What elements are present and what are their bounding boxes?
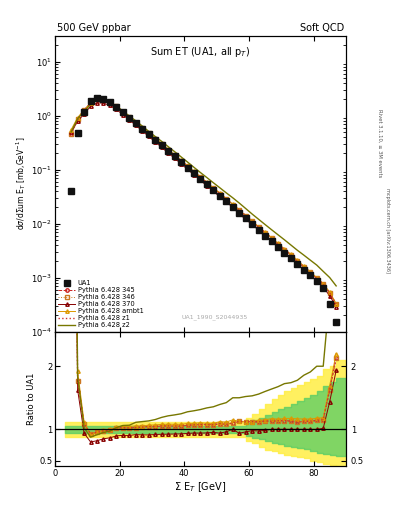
UA1: [134, 120, 138, 126]
UA1: [321, 285, 325, 291]
UA1: [108, 99, 112, 105]
UA1: [334, 319, 338, 325]
UA1: [250, 221, 255, 227]
UA1: [159, 142, 164, 148]
UA1: [211, 187, 216, 193]
UA1: [88, 98, 93, 104]
UA1: [269, 238, 274, 244]
UA1: [140, 125, 145, 132]
UA1: [179, 159, 184, 165]
UA1: [275, 244, 280, 250]
UA1: [308, 272, 313, 279]
UA1: [282, 249, 287, 255]
UA1: [69, 188, 73, 194]
Text: Sum ET (UA1, all p$_T$): Sum ET (UA1, all p$_T$): [150, 45, 251, 59]
UA1: [82, 109, 86, 115]
UA1: [295, 261, 300, 267]
Legend: UA1, Pythia 6.428 345, Pythia 6.428 346, Pythia 6.428 370, Pythia 6.428 ambt1, P: UA1, Pythia 6.428 345, Pythia 6.428 346,…: [57, 279, 145, 330]
Text: Rivet 3.1.10, ≥ 3M events: Rivet 3.1.10, ≥ 3M events: [377, 109, 382, 178]
Y-axis label: d$\sigma$/d$\Sigma$um E$_T$ [mb,GeV$^{-1}$]: d$\sigma$/d$\Sigma$um E$_T$ [mb,GeV$^{-1…: [15, 137, 28, 230]
UA1: [237, 209, 242, 216]
Text: Soft QCD: Soft QCD: [299, 23, 344, 33]
UA1: [263, 232, 267, 239]
UA1: [166, 148, 171, 154]
Text: 500 GeV ppbar: 500 GeV ppbar: [57, 23, 130, 33]
UA1: [101, 96, 106, 102]
Y-axis label: Ratio to UA1: Ratio to UA1: [28, 373, 36, 425]
UA1: [243, 215, 248, 221]
UA1: [185, 165, 190, 171]
UA1: [146, 131, 151, 137]
X-axis label: $\Sigma$ E$_T$ [GeV]: $\Sigma$ E$_T$ [GeV]: [174, 480, 226, 494]
UA1: [224, 198, 229, 204]
UA1: [153, 137, 158, 143]
Text: UA1_1990_S2044935: UA1_1990_S2044935: [182, 314, 248, 319]
UA1: [204, 181, 209, 187]
UA1: [230, 204, 235, 210]
UA1: [114, 104, 119, 110]
UA1: [288, 255, 293, 261]
UA1: [172, 154, 177, 160]
Text: mcplots.cern.ch [arXiv:1306.3436]: mcplots.cern.ch [arXiv:1306.3436]: [385, 188, 389, 273]
UA1: [327, 301, 332, 307]
UA1: [121, 109, 125, 115]
UA1: [314, 279, 319, 285]
UA1: [301, 267, 306, 273]
UA1: [127, 115, 132, 121]
UA1: [192, 170, 196, 177]
UA1: [256, 227, 261, 233]
UA1: [95, 95, 99, 101]
UA1: [198, 176, 203, 182]
UA1: [217, 193, 222, 199]
Line: UA1: UA1: [68, 95, 339, 325]
UA1: [75, 130, 80, 136]
